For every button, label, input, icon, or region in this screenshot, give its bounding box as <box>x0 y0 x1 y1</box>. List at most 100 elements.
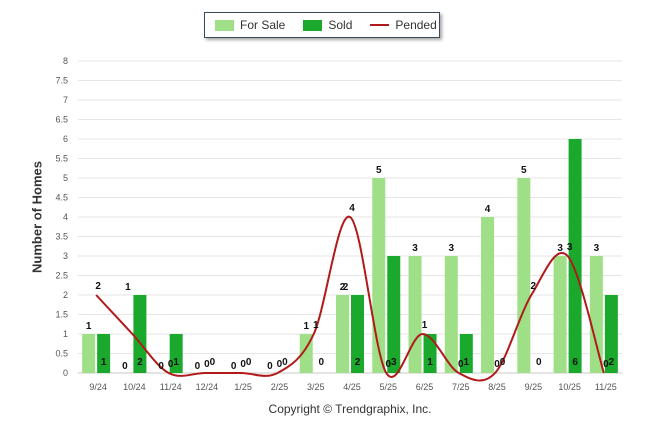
grid-lines <box>78 60 622 374</box>
sold-value-label: 6 <box>572 357 578 368</box>
legend-label-sold: Sold <box>328 18 353 32</box>
pended-swatch <box>370 24 390 26</box>
y-tick-label: 8 <box>63 56 68 66</box>
x-tick-label: 7/25 <box>452 382 470 392</box>
legend-item-for-sale[interactable]: For Sale <box>215 18 285 32</box>
for-sale-bar <box>82 334 96 373</box>
for-sale-value-label: 5 <box>376 165 382 176</box>
y-tick-label: 5.5 <box>55 154 68 164</box>
sold-bar <box>423 334 437 373</box>
x-tick-label: 11/24 <box>160 382 182 392</box>
sold-value-label: 1 <box>101 357 107 368</box>
copyright-text: Copyright © Trendgraphix, Inc. <box>268 402 432 416</box>
legend-item-sold[interactable]: Sold <box>303 18 352 32</box>
legend-label-pended: Pended <box>395 18 437 32</box>
pended-value-label: 0 <box>494 359 500 370</box>
sold-value-label: 1 <box>427 357 433 368</box>
x-tick-label: 12/24 <box>196 382 219 392</box>
y-tick-label: 6 <box>63 134 68 144</box>
y-axis-title: Number of Homes <box>29 161 45 273</box>
for-sale-value-label: 3 <box>412 243 418 254</box>
pended-value-label: 0 <box>204 359 210 370</box>
y-tick-label: 3 <box>63 251 68 261</box>
legend-item-pended[interactable]: Pended <box>370 18 437 32</box>
y-tick-label: 1.5 <box>55 310 68 320</box>
pended-value-label: 0 <box>458 359 464 370</box>
y-tick-label: 7 <box>63 95 68 105</box>
sold-bar <box>133 295 147 373</box>
sold-bar <box>351 295 364 373</box>
for-sale-bar <box>481 217 495 373</box>
pended-value-label: 3 <box>567 242 573 253</box>
for-sale-value-label: 4 <box>485 204 491 215</box>
sold-value-label: 0 <box>500 357 506 368</box>
bars <box>82 139 618 373</box>
pended-value-label: 0 <box>603 359 609 370</box>
legend-label-for-sale: For Sale <box>240 18 286 32</box>
sold-value-label: 2 <box>609 357 615 368</box>
sold-bar <box>97 334 111 373</box>
for-sale-bar <box>589 256 603 373</box>
y-tick-label: 4 <box>63 212 68 222</box>
y-tick-label: 7.5 <box>55 76 68 86</box>
for-sale-bar <box>372 178 386 373</box>
x-tick-label: 6/25 <box>416 382 434 392</box>
x-tick-label: 8/25 <box>488 382 506 392</box>
for-sale-value-label: 1 <box>303 321 309 332</box>
x-tick-label: 9/24 <box>89 382 107 392</box>
sold-value-label: 0 <box>536 357 542 368</box>
x-tick-label: 3/25 <box>307 382 325 392</box>
for-sale-value-label: 0 <box>122 361 128 372</box>
pended-value-label: 0 <box>240 359 246 370</box>
pended-value-label: 0 <box>168 359 174 370</box>
pended-value-label: 1 <box>313 320 319 331</box>
for-sale-bar <box>444 256 458 373</box>
sold-value-label: 0 <box>246 357 252 368</box>
for-sale-bar <box>336 295 349 373</box>
x-tick-label: 11/25 <box>595 382 617 392</box>
y-tick-label: 0.5 <box>55 349 68 359</box>
for-sale-swatch <box>215 19 234 31</box>
for-sale-value-label: 3 <box>557 243 563 254</box>
pended-series-line <box>95 215 605 382</box>
x-tick-label: 10/25 <box>558 382 581 392</box>
sold-value-label: 2 <box>343 282 349 293</box>
for-sale-value-label: 1 <box>86 321 92 332</box>
x-tick-label: 4/25 <box>343 382 361 392</box>
for-sale-bar <box>408 256 422 373</box>
sold-value-label: 1 <box>173 357 179 368</box>
sold-value-label: 0 <box>210 357 216 368</box>
sold-bar <box>568 139 582 373</box>
x-tick-label: 10/24 <box>123 382 146 392</box>
legend: For Sale Sold Pended <box>204 12 440 38</box>
x-tick-label: 9/25 <box>525 382 543 392</box>
for-sale-value-label: 0 <box>231 361 237 372</box>
y-tick-label: 2 <box>63 290 68 300</box>
for-sale-value-label: 0 <box>195 361 201 372</box>
pended-value-label: 0 <box>277 359 283 370</box>
for-sale-value-label: 0 <box>158 361 164 372</box>
pended-value-label: 2 <box>95 281 101 292</box>
sold-value-label: 1 <box>464 357 470 368</box>
y-tick-label: 6.5 <box>55 115 68 125</box>
pended-line <box>95 215 605 382</box>
sold-bar <box>169 334 183 373</box>
x-tick-label: 1/25 <box>234 382 252 392</box>
sold-bar <box>459 334 473 373</box>
for-sale-value-label: 3 <box>594 243 600 254</box>
y-tick-label: 5 <box>63 173 68 183</box>
sold-value-label: 2 <box>355 357 361 368</box>
for-sale-value-label: 5 <box>521 165 527 176</box>
sold-bar <box>604 295 618 373</box>
y-tick-label: 4.5 <box>55 193 68 203</box>
pended-value-label: 1 <box>422 320 428 331</box>
sold-value-label: 0 <box>318 357 324 368</box>
sold-bar <box>387 256 401 373</box>
y-tick-label: 1 <box>63 329 68 339</box>
x-axis-ticks: 9/24 10/24 11/24 12/24 1/25 2/25 3/25 4/25 5/25 6… <box>89 382 616 392</box>
sold-value-label: 1 <box>125 282 131 293</box>
pended-value-label: 4 <box>349 203 355 214</box>
y-tick-label: 0 <box>63 368 68 378</box>
